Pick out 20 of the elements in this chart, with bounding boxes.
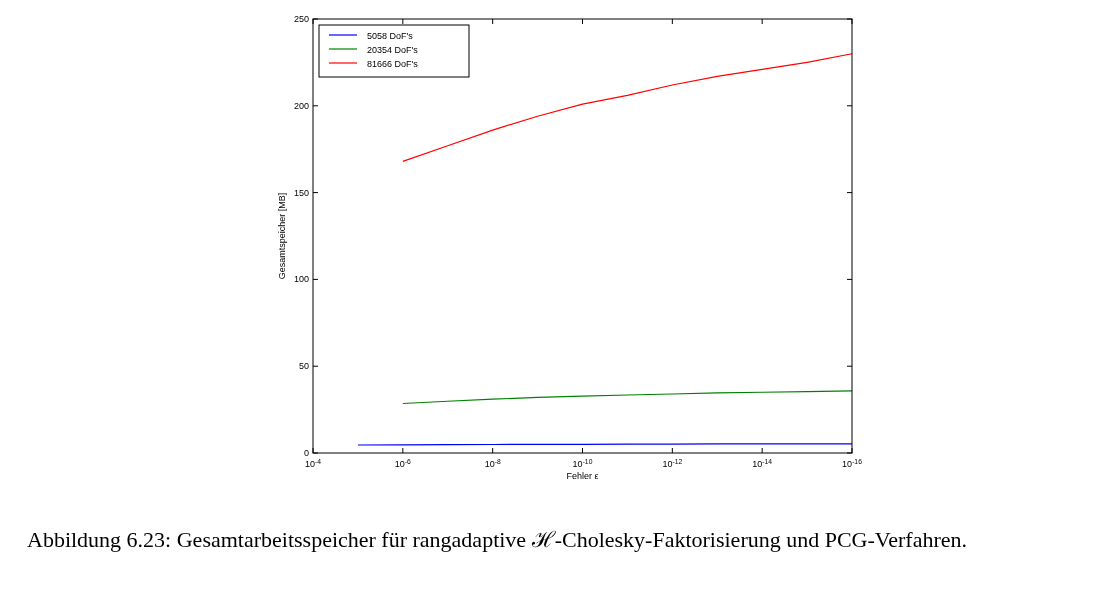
y-axis-title: Gesamtspeicher [MB] — [277, 192, 287, 280]
x-tick-label: 10$^{-8}$ — [484, 457, 501, 469]
y-tick-label: 50 — [298, 361, 309, 372]
legend-label: 20354 DoF's — [367, 45, 419, 55]
x-tick-label: 10$^{-12}$ — [662, 457, 683, 469]
y-tick-label: 0 — [303, 448, 309, 458]
x-tick-label: 10$^{-14}$ — [752, 457, 773, 469]
line-series — [402, 390, 853, 405]
legend-label: 5058 DoF's — [367, 31, 414, 41]
y-tick-label: 250 — [293, 14, 309, 24]
text: Abbildung 6.23: Gesamtarbeitsspeicher für rangadaptive ℋ-Cholesky-Faktorisierung und PCG-Verfahren. — [27, 527, 968, 552]
legend-label: 81666 DoF's — [367, 59, 419, 69]
x-tick-label: 10$^{-6}$ — [394, 457, 412, 469]
y-tick-label: 200 — [293, 100, 309, 111]
x-axis-title: Fehler ε — [566, 471, 599, 481]
x-tick-label: 10$^{-10}$ — [572, 457, 593, 469]
y-tick-label: 150 — [293, 187, 309, 198]
x-tick-label: 10$^{-16}$ — [842, 457, 863, 469]
x-tick-label: 10$^{-4}$ — [304, 457, 322, 469]
y-tick-label: 100 — [293, 274, 309, 285]
